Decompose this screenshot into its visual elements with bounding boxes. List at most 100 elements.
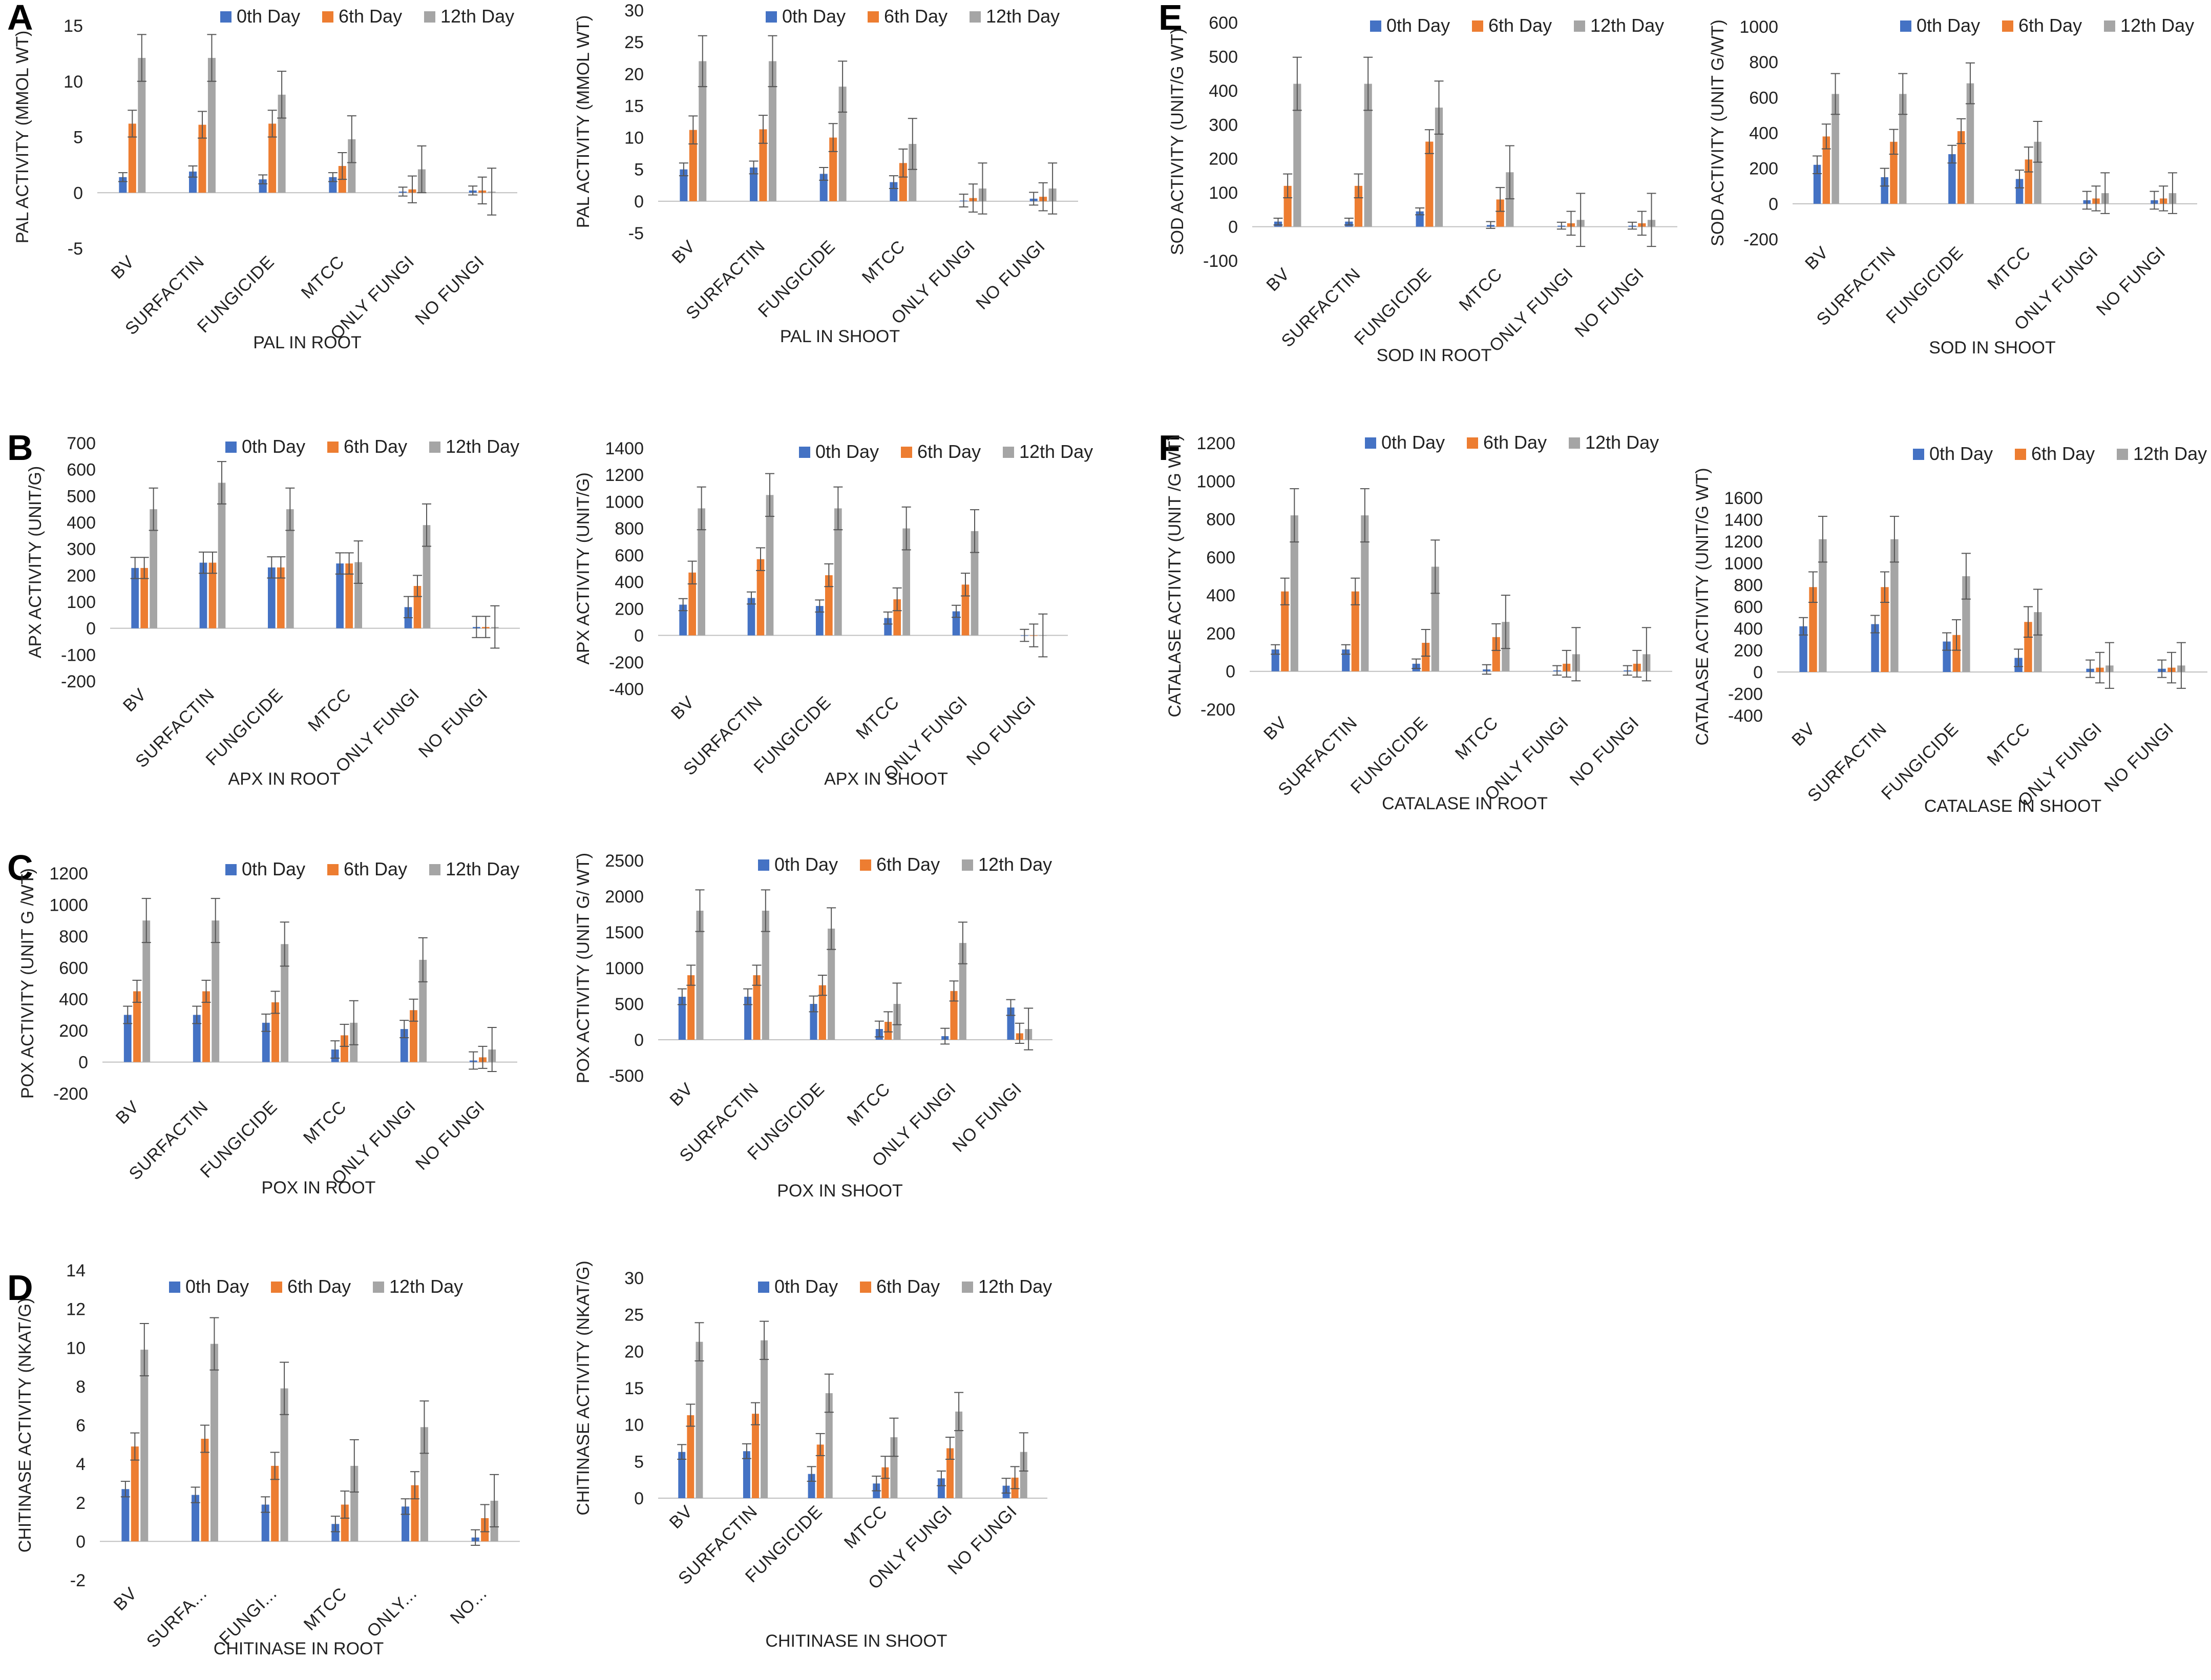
bar	[341, 1504, 349, 1542]
category-label: MTCC	[300, 1097, 350, 1148]
bar	[756, 559, 765, 636]
bar	[1290, 515, 1298, 671]
bar	[1871, 624, 1879, 672]
legend: 0th Day 6th Day 12th Day	[225, 858, 519, 879]
legend-label: 0th Day	[185, 1276, 249, 1297]
legend-label: 12th Day	[446, 436, 519, 457]
legend-swatch	[429, 864, 440, 875]
y-tick-label: 30	[624, 1269, 644, 1288]
y-tick-label: 300	[1209, 115, 1238, 135]
bar	[420, 1427, 428, 1542]
legend: 0th Day 6th Day 12th Day	[1365, 432, 1659, 453]
y-axis-title: POX ACTIVITY (UNIT G/ WT)	[574, 853, 593, 1083]
category-label: NO FUNGI	[972, 237, 1049, 313]
legend-label: 0th Day	[1929, 443, 1993, 464]
legend-label: 0th Day	[815, 441, 879, 462]
y-tick-label: 200	[615, 599, 644, 619]
legend-swatch	[1365, 437, 1376, 449]
category-label: NO FUNGI	[949, 1079, 1025, 1156]
category-label: MTCC	[844, 1079, 894, 1130]
legend-swatch	[327, 442, 339, 453]
legend-swatch	[2104, 20, 2115, 32]
legend-label: 12th Day	[978, 1276, 1052, 1297]
legend-swatch	[860, 859, 871, 871]
legend-swatch	[373, 1282, 384, 1293]
legend: 0th Day 6th Day 12th Day	[799, 441, 1093, 462]
chart-pox-shoot: -50005001000150020002500BVSURFACTINFUNGI…	[574, 851, 1052, 1201]
bar	[678, 1452, 686, 1498]
category-label: NO FUNGI	[1571, 264, 1648, 341]
chart-sod-shoot: -20002004006008001000BVSURFACTINFUNGICID…	[1708, 15, 2197, 358]
y-tick-label: 400	[67, 513, 96, 533]
legend: 0th Day 6th Day 12th Day	[1913, 443, 2207, 464]
y-axis-title: SOD ACTIVITY (UNIT G/WT)	[1708, 19, 1728, 246]
y-tick-label: -5	[628, 224, 644, 243]
bar	[202, 991, 210, 1062]
category-label: BV	[666, 1502, 697, 1532]
bar	[345, 563, 353, 628]
bar	[1966, 83, 1974, 204]
x-axis-title: CHITINASE IN ROOT	[214, 1639, 384, 1658]
y-axis-title: APX ACTIVITY (UNIT/G)	[26, 466, 45, 658]
y-axis-title: CATALASE ACTIVITY (UNIT /G WT)	[1165, 435, 1185, 718]
legend-swatch	[868, 11, 879, 23]
bar	[268, 123, 277, 193]
y-tick-label: 12	[66, 1300, 86, 1319]
legend-label: 0th Day	[237, 6, 300, 27]
bar	[761, 1340, 768, 1498]
y-tick-label: 400	[615, 573, 644, 592]
legend: 0th Day 6th Day 12th Day	[169, 1276, 463, 1297]
legend-label: 6th Day	[344, 858, 407, 879]
bar	[193, 1015, 201, 1062]
category-label: BV	[1801, 243, 1832, 274]
y-tick-label: 100	[67, 593, 96, 612]
legend: 0th Day 6th Day 12th Day	[758, 1276, 1052, 1297]
legend-swatch	[860, 1282, 871, 1293]
legend-swatch	[225, 864, 237, 875]
bar	[271, 1002, 279, 1062]
bar	[1881, 587, 1889, 672]
category-label: MTCC	[1456, 264, 1506, 315]
bar	[410, 1010, 417, 1062]
bar	[2034, 141, 2041, 204]
bar	[1952, 635, 1961, 672]
y-tick-label: 5	[73, 128, 83, 148]
legend-label: 6th Day	[2018, 15, 2082, 36]
bar	[696, 1341, 703, 1498]
bar	[698, 508, 705, 636]
legend-swatch	[327, 864, 339, 875]
y-tick-label: 600	[1209, 13, 1238, 33]
bar	[277, 567, 285, 628]
bar	[1881, 177, 1888, 204]
x-axis-title: CATALASE IN ROOT	[1382, 794, 1548, 813]
bar	[281, 944, 289, 1062]
bar	[261, 1504, 269, 1542]
legend-swatch	[962, 1282, 973, 1293]
y-axis-title: POX ACTIVITY (UNIT G /WT)	[18, 868, 37, 1099]
legend-label: 12th Day	[2120, 15, 2194, 36]
bar	[1813, 164, 1821, 204]
bar	[1809, 587, 1817, 672]
bar	[902, 528, 910, 636]
y-tick-label: 1600	[1724, 489, 1763, 508]
y-tick-label: 1500	[605, 923, 644, 942]
bar	[750, 167, 758, 201]
bar	[210, 1343, 218, 1542]
bar	[881, 1467, 889, 1498]
bar	[816, 1444, 824, 1498]
bar	[1435, 108, 1443, 227]
y-tick-label: 1000	[1724, 554, 1763, 574]
y-tick-label: 2500	[605, 851, 644, 871]
y-tick-label: 0	[76, 1532, 86, 1551]
bar	[762, 911, 769, 1040]
bar	[2034, 612, 2042, 672]
y-tick-label: 1200	[1724, 532, 1763, 552]
bar	[1361, 515, 1369, 671]
bar	[133, 991, 141, 1062]
chart-cat-shoot: -400-20002004006008001000120014001600BVS…	[1693, 443, 2207, 816]
category-label: MTCC	[300, 1584, 351, 1634]
bar	[348, 139, 356, 193]
y-tick-label: -200	[1201, 700, 1235, 720]
